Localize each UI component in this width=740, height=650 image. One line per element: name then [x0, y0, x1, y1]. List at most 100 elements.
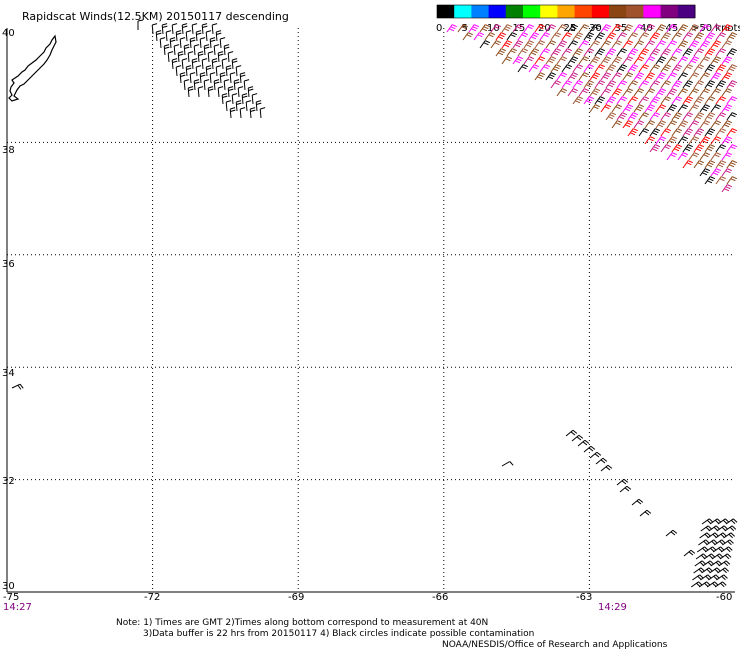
- wind-barb: [710, 152, 722, 161]
- wind-barb: [589, 40, 601, 49]
- wind-barb: [545, 72, 557, 81]
- wind-barb: [223, 79, 230, 91]
- wind-barb: [490, 40, 502, 49]
- time-right: 14:29: [598, 602, 627, 613]
- wind-barb: [644, 136, 656, 145]
- colorbar-swatch: [505, 5, 524, 18]
- colorbar-label: >50 knots: [691, 23, 740, 34]
- wind-barb: [539, 32, 551, 41]
- wind-barb: [605, 64, 617, 73]
- wind-barb: [644, 120, 656, 129]
- wind-barb: [715, 176, 727, 185]
- wind-barb: [572, 64, 584, 73]
- wind-barb: [171, 23, 178, 35]
- colorbar-label: 45: [666, 23, 679, 34]
- wind-barb: [545, 40, 557, 49]
- wind-barb: [589, 72, 601, 81]
- wind-barb: [660, 96, 672, 105]
- wind-barb: [155, 30, 162, 42]
- wind-barb: [217, 86, 224, 98]
- wind-barb: [699, 168, 711, 177]
- wind-barb: [660, 80, 672, 89]
- wind-barb: [177, 51, 184, 63]
- wind-barb: [213, 44, 220, 56]
- wind-barb: [207, 86, 214, 98]
- wind-barb: [660, 48, 672, 57]
- wind-barb: [181, 58, 188, 70]
- wind-barb: [655, 120, 667, 129]
- wind-barb: [671, 128, 683, 137]
- wind-barb: [572, 96, 584, 105]
- wind-barb: [501, 56, 513, 65]
- wind-barb: [726, 112, 738, 121]
- wind-barb: [561, 32, 573, 41]
- wind-barb: [710, 88, 722, 97]
- wind-barb: [545, 24, 557, 33]
- wind-barb: [616, 64, 628, 73]
- wind-barb: [215, 30, 222, 42]
- wind-barb: [715, 112, 727, 121]
- wind-barb: [211, 58, 218, 70]
- wind-barb: [616, 96, 628, 105]
- wind-barb: [171, 58, 178, 70]
- wind-barb: [207, 51, 214, 63]
- colorbar-swatch: [523, 5, 541, 18]
- wind-barb: [605, 32, 617, 41]
- wind-barb: [211, 23, 218, 35]
- wind-barb: [693, 128, 705, 137]
- map-title: Rapidscat Winds(12.5KM) 20150117 descend…: [22, 10, 289, 23]
- wind-barb: [622, 24, 634, 33]
- lat-label-36: 36: [2, 259, 15, 270]
- wind-barb: [151, 23, 158, 35]
- wind-barb: [622, 40, 634, 49]
- wind-barb: [699, 88, 711, 97]
- wind-barb: [213, 79, 220, 91]
- wind-barb: [611, 72, 623, 81]
- wind-barb: [644, 88, 656, 97]
- coastline-outline: [8, 34, 57, 102]
- lat-label-38: 38: [2, 145, 15, 156]
- latitude-labels: 40 38 36 34 32 30: [2, 28, 15, 592]
- credit-line: NOAA/NESDIS/Office of Research and Appli…: [442, 640, 668, 650]
- wind-barb: [245, 100, 252, 112]
- wind-barb: [655, 104, 667, 113]
- wind-barb: [517, 32, 529, 41]
- wind-barb: [175, 65, 182, 77]
- wind-barb: [239, 72, 246, 84]
- wind-barb: [473, 32, 485, 41]
- wind-barb: [225, 65, 232, 77]
- wind-barb: [619, 485, 632, 493]
- wind-barb: [589, 56, 601, 65]
- wind-barb: [693, 112, 705, 121]
- wind-barb: [644, 40, 656, 49]
- wind-barb: [217, 51, 224, 63]
- wind-barb: [660, 32, 672, 41]
- wind-barb: [688, 120, 700, 129]
- lat-label-32: 32: [2, 476, 15, 487]
- wind-barb: [556, 40, 568, 49]
- lon-label-66: -66: [432, 592, 448, 603]
- wind-barb: [627, 80, 639, 89]
- wind-barb: [682, 64, 694, 73]
- wind-barb: [682, 160, 694, 169]
- colorbar-swatch: [557, 5, 576, 18]
- wind-barb: [633, 56, 645, 65]
- wind-barb: [161, 23, 168, 35]
- wind-barb: [660, 112, 672, 121]
- wind-barb: [671, 96, 683, 105]
- wind-barb: [714, 581, 727, 588]
- wind-barb: [726, 144, 738, 153]
- wind-barb: [725, 518, 738, 525]
- wind-barb: [715, 32, 727, 41]
- wind-barb: [567, 56, 579, 65]
- wind-barb: [638, 80, 650, 89]
- wind-barb: [201, 23, 208, 35]
- wind-barb: [622, 56, 634, 65]
- wind-barb: [666, 104, 678, 113]
- wind-barb: [577, 439, 590, 447]
- wind-barb: [633, 120, 645, 129]
- wind-barb: [479, 24, 491, 33]
- wind-barb: [704, 144, 716, 153]
- wind-barb: [237, 86, 244, 98]
